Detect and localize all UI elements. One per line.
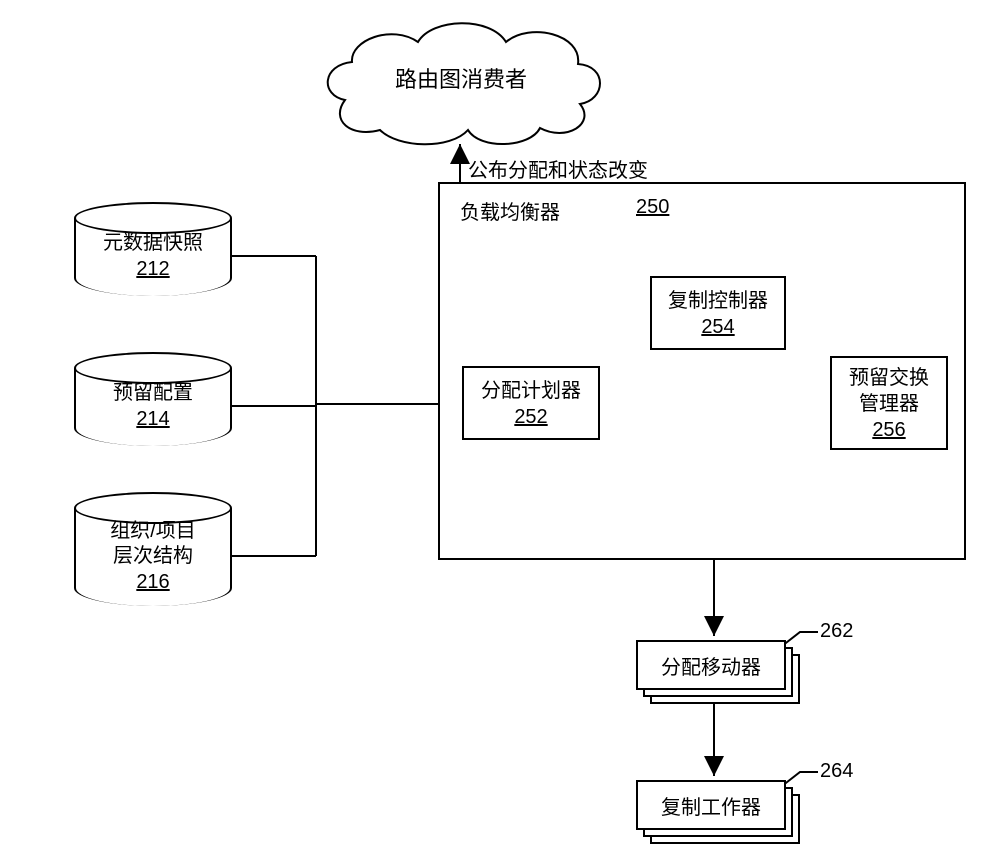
stack-replication-worker-label: 复制工作器	[636, 780, 786, 830]
stack-allocation-mover-num: 262	[820, 620, 853, 643]
box-allocation-planner-num: 252	[514, 406, 547, 429]
diagram-stage: 路由图消费者 公布分配和状态改变 负载均衡器 250 元数据快照 212 预留配…	[0, 0, 1000, 867]
cyl-org-hierarchy-num: 216	[136, 571, 169, 594]
cyl-org-hierarchy: 组织/项目 层次结构 216	[74, 508, 232, 606]
load-balancer-num: 250	[636, 196, 669, 219]
box-exchange-manager-label: 预留交换 管理器	[849, 365, 929, 417]
box-replication-controller-num: 254	[701, 316, 734, 339]
cyl-snapshot-label: 元数据快照	[103, 231, 203, 256]
cyl-snapshot-num: 212	[136, 258, 169, 281]
cyl-reserve-config-num: 214	[136, 408, 169, 431]
box-exchange-manager-num: 256	[872, 419, 905, 442]
stack-allocation-mover-label: 分配移动器	[636, 640, 786, 690]
box-replication-controller: 复制控制器 254	[650, 276, 786, 350]
box-allocation-planner-label: 分配计划器	[481, 378, 581, 404]
cyl-reserve-config: 预留配置 214	[74, 368, 232, 446]
stack-replication-worker: 复制工作器	[636, 780, 800, 844]
box-replication-controller-label: 复制控制器	[668, 288, 768, 314]
load-balancer-title: 负载均衡器	[460, 196, 560, 225]
cyl-org-hierarchy-label: 组织/项目 层次结构	[110, 519, 196, 569]
stack-replication-worker-num: 264	[820, 760, 853, 783]
box-exchange-manager: 预留交换 管理器 256	[830, 356, 948, 450]
cyl-snapshot: 元数据快照 212	[74, 218, 232, 296]
edge-label-publish: 公布分配和状态改变	[468, 154, 648, 183]
cyl-reserve-config-label: 预留配置	[113, 381, 193, 406]
cloud-label: 路由图消费者	[338, 62, 584, 94]
stack-allocation-mover: 分配移动器	[636, 640, 800, 704]
box-allocation-planner: 分配计划器 252	[462, 366, 600, 440]
